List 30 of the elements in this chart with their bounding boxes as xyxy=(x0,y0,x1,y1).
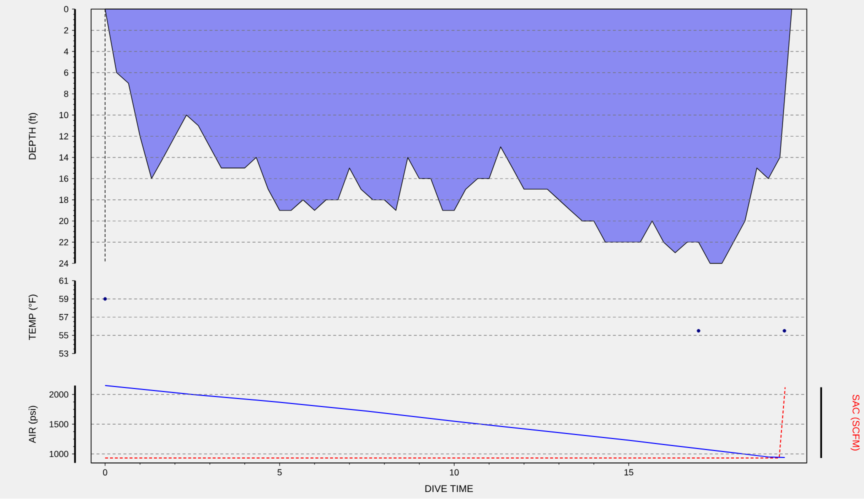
x-axis-title: DIVE TIME xyxy=(425,485,473,492)
y-tick-label: 2000 xyxy=(49,391,68,398)
y-tick-label: 16 xyxy=(60,176,68,182)
y-tick-label: 55 xyxy=(59,332,68,339)
y-tick-label: 8 xyxy=(64,90,68,98)
x-tick-label: 15 xyxy=(624,469,634,476)
y-tick-label: 18 xyxy=(60,196,68,204)
y-tick-label: 12 xyxy=(60,133,68,140)
y2-axis-title: SAC (SCFM) xyxy=(850,394,860,451)
y-tick-label: 57 xyxy=(59,314,68,320)
y-tick-label: 22 xyxy=(59,239,68,246)
y-tick-label: 61 xyxy=(59,278,68,284)
y-axis-title: TEMP (°F) xyxy=(28,294,38,340)
y-tick-label: 10 xyxy=(60,112,68,118)
x-tick-label: 0 xyxy=(103,469,108,476)
y-tick-label: 1000 xyxy=(50,450,68,458)
y-tick-label: 20 xyxy=(59,218,68,224)
y-tick-label: 24 xyxy=(59,260,68,267)
y-tick-label: 53 xyxy=(59,350,68,357)
y-tick-label: 6 xyxy=(64,70,68,76)
y-tick-label: 0 xyxy=(64,6,68,12)
y-tick-label: 14 xyxy=(60,154,68,161)
y-tick-label: 4 xyxy=(64,48,68,55)
y-tick-label: 2 xyxy=(64,27,68,34)
y-axis-title: AIR (psi) xyxy=(28,406,38,444)
y-axis-title: DEPTH (ft) xyxy=(28,113,38,160)
x-tick-label: 5 xyxy=(278,469,282,476)
y-tick-label: 1500 xyxy=(50,421,68,428)
y-tick-label: 59 xyxy=(59,296,68,302)
x-tick-label: 10 xyxy=(450,469,459,476)
